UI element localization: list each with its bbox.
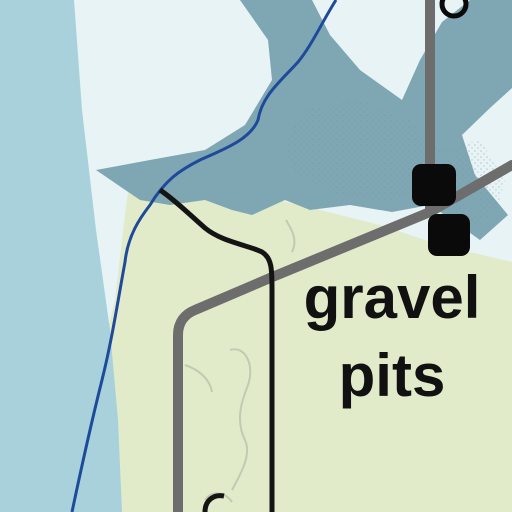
stop-marker[interactable] <box>412 164 456 206</box>
contour-line <box>285 219 296 253</box>
contour-line <box>184 364 213 393</box>
trailhead-loop-marker <box>439 0 469 19</box>
map-label-pits: pits <box>338 342 446 409</box>
water-stipple <box>285 100 440 200</box>
water-channel <box>0 0 122 512</box>
contour-line <box>229 348 252 491</box>
trail <box>158 187 275 512</box>
road <box>173 160 512 512</box>
stop-marker[interactable] <box>428 214 470 256</box>
map-label-gravel: gravel <box>303 264 481 331</box>
partial-map-symbol <box>202 493 225 512</box>
